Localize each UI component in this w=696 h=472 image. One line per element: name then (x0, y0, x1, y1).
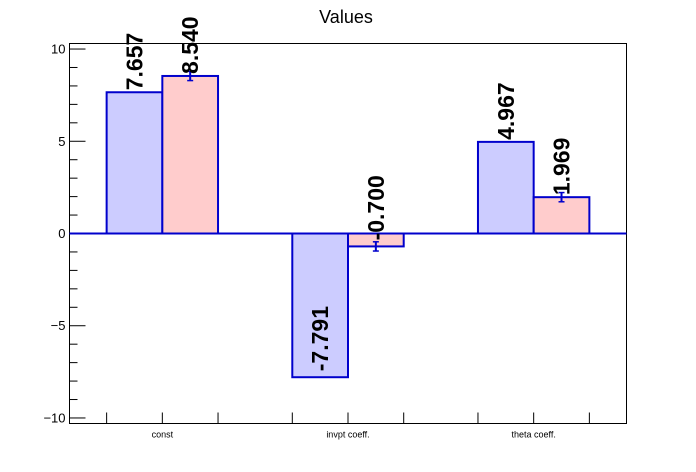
y-axis: −10 −5 0 5 10 (43, 42, 86, 425)
y-tick-label: −10 (43, 410, 65, 425)
bars (69, 70, 627, 379)
bar (532, 196, 591, 235)
bar (476, 140, 535, 235)
x-tick-label: const (152, 430, 174, 440)
bar (161, 74, 220, 235)
data-label: 1.969 (549, 138, 575, 196)
data-label: 4.967 (493, 82, 519, 140)
y-tick-label: −5 (51, 318, 66, 333)
x-tick-label: invpt coeff. (326, 430, 369, 440)
bar (105, 91, 164, 235)
y-tick-label: 5 (58, 134, 65, 149)
y-tick-label: 10 (51, 42, 65, 57)
y-tick-label: 0 (58, 226, 65, 241)
x-axis: const invpt coeff. theta coeff. (106, 412, 590, 440)
data-label: -7.791 (307, 306, 333, 371)
data-label: -0.700 (363, 175, 389, 240)
x-tick-label: theta coeff. (511, 430, 555, 440)
data-labels: 7.657 -7.791 4.967 8.540 -0.700 1.969 (121, 16, 574, 371)
data-label: 7.657 (121, 33, 147, 91)
data-label: 8.540 (177, 16, 203, 74)
chart-title: Values (319, 7, 373, 27)
